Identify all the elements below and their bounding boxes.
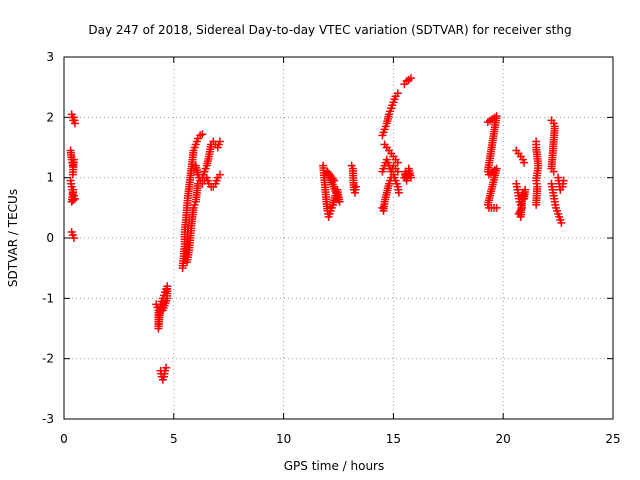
data-point	[532, 200, 541, 209]
x-tick-label: 25	[605, 432, 620, 446]
data-point	[559, 176, 568, 185]
data-point	[404, 164, 413, 173]
data-point	[215, 170, 224, 179]
data-point	[328, 174, 337, 183]
y-tick-label: 0	[46, 231, 54, 245]
data-point	[393, 167, 402, 176]
data-point	[68, 170, 77, 179]
data-point	[393, 158, 402, 167]
y-tick-label: -1	[42, 291, 54, 305]
data-point	[330, 176, 339, 185]
y-tick-label: 2	[46, 110, 54, 124]
data-point	[521, 185, 530, 194]
data-point	[158, 306, 167, 315]
x-tick-label: 5	[170, 432, 178, 446]
data-point	[198, 130, 207, 139]
data-points	[66, 74, 568, 384]
y-tick-label: -3	[42, 412, 54, 426]
y-tick-label: -2	[42, 352, 54, 366]
x-tick-label: 10	[276, 432, 291, 446]
x-tick-label: 0	[60, 432, 68, 446]
data-point	[520, 158, 529, 167]
chart-title: Day 247 of 2018, Sidereal Day-to-day VTE…	[88, 23, 571, 37]
data-point	[492, 203, 501, 212]
y-tick-label: 1	[46, 171, 54, 185]
data-point	[557, 218, 566, 227]
x-tick-label: 20	[496, 432, 511, 446]
data-point	[162, 363, 171, 372]
data-point	[549, 167, 558, 176]
y-axis-label: SDTVAR / TECUs	[6, 189, 20, 287]
data-point	[406, 74, 415, 83]
data-point	[393, 89, 402, 98]
data-point	[69, 234, 78, 242]
x-tick-label: 15	[386, 432, 401, 446]
grid-lines	[64, 57, 613, 419]
axis-ticks: 0 5 10 15 20 25 -3 -2 -1 0 1 2 3	[42, 50, 621, 446]
data-point	[352, 182, 361, 191]
plot-frame	[63, 56, 614, 420]
x-axis-label: GPS time / hours	[284, 459, 385, 473]
data-point	[70, 119, 79, 128]
data-point	[69, 185, 78, 194]
data-point	[215, 137, 224, 146]
y-tick-label: 3	[46, 50, 54, 64]
data-point	[394, 188, 403, 197]
